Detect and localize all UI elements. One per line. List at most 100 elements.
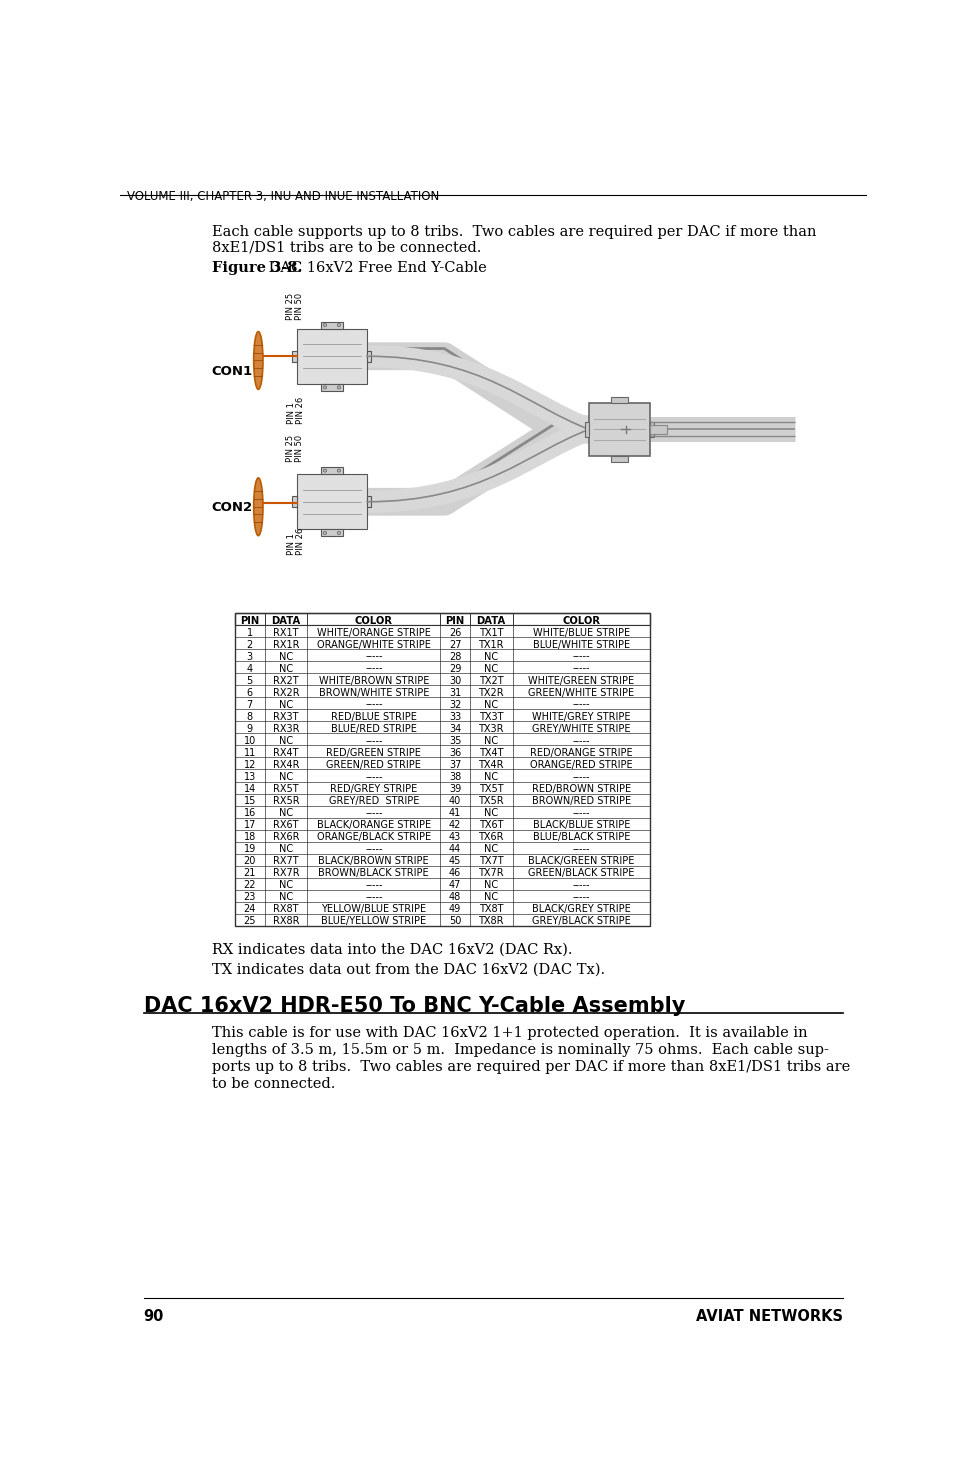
Bar xyxy=(235,650,650,662)
Text: 35: 35 xyxy=(449,736,461,746)
Text: TX2R: TX2R xyxy=(479,688,504,697)
Text: NC: NC xyxy=(278,771,293,781)
Text: PIN 26: PIN 26 xyxy=(297,528,305,555)
Text: 46: 46 xyxy=(449,867,461,878)
Text: BLUE/WHITE STRIPE: BLUE/WHITE STRIPE xyxy=(533,639,630,650)
Text: TX5T: TX5T xyxy=(479,784,504,793)
Text: AVIAT NETWORKS: AVIAT NETWORKS xyxy=(696,1308,844,1323)
Text: TX3R: TX3R xyxy=(479,724,504,734)
Text: 9: 9 xyxy=(247,724,253,734)
Text: RX3T: RX3T xyxy=(273,712,299,722)
Text: PIN 25: PIN 25 xyxy=(286,435,295,462)
Text: RED/GREY STRIPE: RED/GREY STRIPE xyxy=(330,784,417,793)
Text: -----: ----- xyxy=(573,663,590,673)
Text: PIN 26: PIN 26 xyxy=(297,397,305,423)
Bar xyxy=(235,734,650,746)
Text: PIN 25: PIN 25 xyxy=(286,293,295,320)
Text: GREEN/BLACK STRIPE: GREEN/BLACK STRIPE xyxy=(529,867,635,878)
Text: RX5R: RX5R xyxy=(273,796,299,805)
Text: NC: NC xyxy=(278,736,293,746)
Text: RX1R: RX1R xyxy=(273,639,299,650)
Text: TX7R: TX7R xyxy=(479,867,504,878)
Text: 12: 12 xyxy=(244,759,256,770)
Text: -----: ----- xyxy=(365,663,382,673)
Bar xyxy=(235,613,650,925)
Bar xyxy=(235,685,650,697)
Text: 33: 33 xyxy=(449,712,461,722)
Text: 28: 28 xyxy=(449,651,461,662)
Bar xyxy=(235,866,650,878)
Bar xyxy=(611,456,628,462)
Text: RED/BROWN STRIPE: RED/BROWN STRIPE xyxy=(532,784,631,793)
Text: NC: NC xyxy=(484,844,498,854)
Text: TX5R: TX5R xyxy=(479,796,504,805)
Text: NC: NC xyxy=(278,879,293,889)
Text: 2: 2 xyxy=(247,639,253,650)
Text: RX6R: RX6R xyxy=(273,832,299,842)
Text: 17: 17 xyxy=(244,820,256,830)
Bar xyxy=(235,746,650,758)
Text: DAC 16xV2 HDR-E50 To BNC Y-Cable Assembly: DAC 16xV2 HDR-E50 To BNC Y-Cable Assembl… xyxy=(143,996,685,1017)
Ellipse shape xyxy=(253,478,263,536)
Text: lengths of 3.5 m, 15.5m or 5 m.  Impedance is nominally 75 ohms.  Each cable sup: lengths of 3.5 m, 15.5m or 5 m. Impedanc… xyxy=(212,1043,829,1057)
Text: 48: 48 xyxy=(449,892,461,901)
Text: RX1T: RX1T xyxy=(273,628,299,638)
Text: RX8R: RX8R xyxy=(273,916,299,926)
Text: RX7T: RX7T xyxy=(273,855,299,866)
Text: 6: 6 xyxy=(247,688,253,697)
Text: 5: 5 xyxy=(247,675,253,685)
Text: 31: 31 xyxy=(449,688,461,697)
Text: BLUE/YELLOW STRIPE: BLUE/YELLOW STRIPE xyxy=(322,916,427,926)
Text: 40: 40 xyxy=(449,796,461,805)
Text: NC: NC xyxy=(278,808,293,817)
Text: CON1: CON1 xyxy=(212,366,253,377)
Text: 29: 29 xyxy=(449,663,461,673)
Text: DATA: DATA xyxy=(477,616,506,626)
Text: BLUE/BLACK STRIPE: BLUE/BLACK STRIPE xyxy=(533,832,630,842)
Text: BROWN/WHITE STRIPE: BROWN/WHITE STRIPE xyxy=(319,688,429,697)
Text: 24: 24 xyxy=(244,904,256,913)
Text: 19: 19 xyxy=(244,844,256,854)
Text: TX4T: TX4T xyxy=(479,747,504,758)
Text: BLACK/GREEN STRIPE: BLACK/GREEN STRIPE xyxy=(529,855,635,866)
Text: -----: ----- xyxy=(365,892,382,901)
Bar xyxy=(235,830,650,842)
Bar xyxy=(235,709,650,721)
Text: RX6T: RX6T xyxy=(273,820,299,830)
Text: -----: ----- xyxy=(573,700,590,709)
Bar xyxy=(235,901,650,913)
Text: RX3R: RX3R xyxy=(273,724,299,734)
Text: 38: 38 xyxy=(449,771,461,781)
Bar xyxy=(235,781,650,793)
Text: Each cable supports up to 8 tribs.  Two cables are required per DAC if more than: Each cable supports up to 8 tribs. Two c… xyxy=(212,225,817,240)
Text: 90: 90 xyxy=(143,1308,164,1323)
Text: ports up to 8 tribs.  Two cables are required per DAC if more than 8xE1/DS1 trib: ports up to 8 tribs. Two cables are requ… xyxy=(212,1060,850,1073)
Text: PIN 50: PIN 50 xyxy=(295,435,304,462)
Text: RX4R: RX4R xyxy=(273,759,299,770)
Text: -----: ----- xyxy=(573,736,590,746)
Circle shape xyxy=(337,386,341,389)
Text: ORANGE/BLACK STRIPE: ORANGE/BLACK STRIPE xyxy=(317,832,430,842)
Text: NC: NC xyxy=(484,771,498,781)
Text: WHITE/BROWN STRIPE: WHITE/BROWN STRIPE xyxy=(319,675,429,685)
Text: TX1T: TX1T xyxy=(479,628,504,638)
Bar xyxy=(235,817,650,830)
Text: GREY/RED  STRIPE: GREY/RED STRIPE xyxy=(328,796,419,805)
Bar xyxy=(585,422,589,437)
Circle shape xyxy=(324,324,326,327)
Text: TX6T: TX6T xyxy=(479,820,504,830)
Text: -----: ----- xyxy=(573,879,590,889)
Bar xyxy=(235,673,650,685)
Text: NC: NC xyxy=(484,736,498,746)
Text: -----: ----- xyxy=(365,879,382,889)
Text: RX2T: RX2T xyxy=(273,675,299,685)
Text: RX indicates data into the DAC 16xV2 (DAC Rx).: RX indicates data into the DAC 16xV2 (DA… xyxy=(212,943,572,956)
Text: 36: 36 xyxy=(449,747,461,758)
Bar xyxy=(235,758,650,770)
Text: WHITE/GREY STRIPE: WHITE/GREY STRIPE xyxy=(533,712,631,722)
Text: RED/ORANGE STRIPE: RED/ORANGE STRIPE xyxy=(531,747,633,758)
Circle shape xyxy=(324,531,326,534)
Text: WHITE/ORANGE STRIPE: WHITE/ORANGE STRIPE xyxy=(317,628,430,638)
Bar xyxy=(367,351,372,361)
Circle shape xyxy=(324,469,326,472)
